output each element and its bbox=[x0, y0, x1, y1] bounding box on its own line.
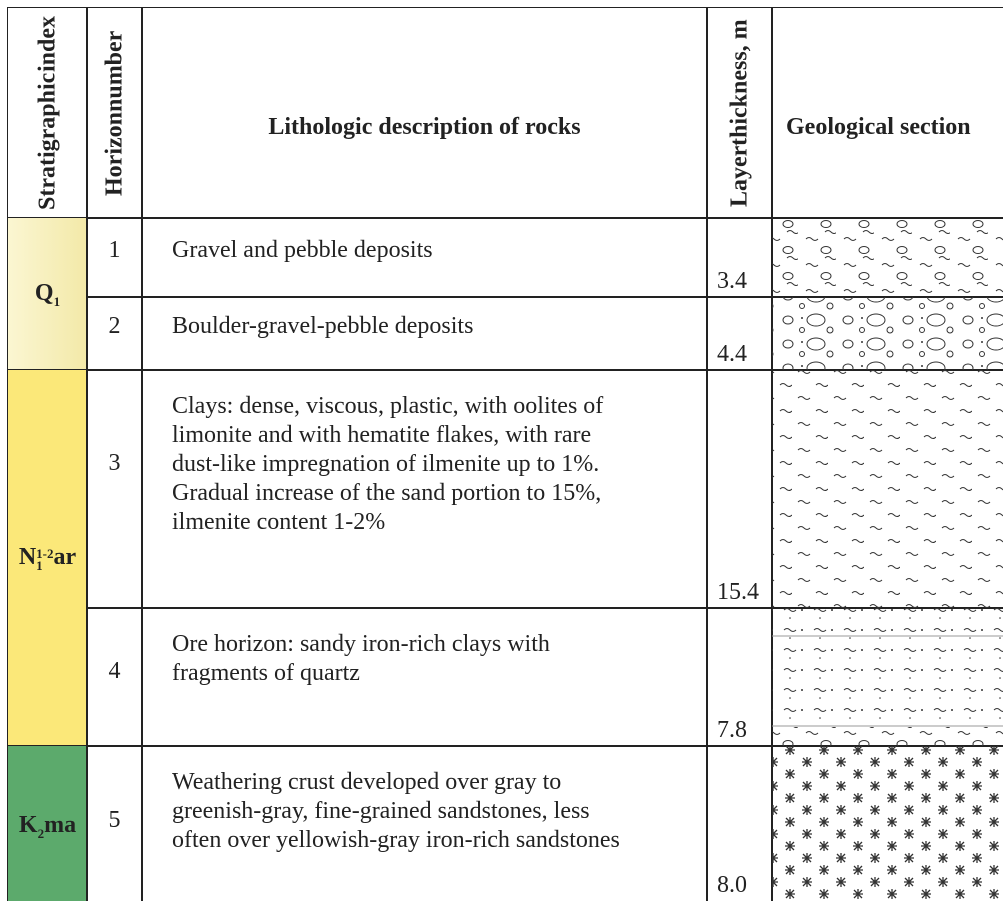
geological-section bbox=[0, 0, 1003, 901]
stratigraphic-table: StratigraphicindexHorizonnumberLayerthic… bbox=[0, 0, 1003, 901]
